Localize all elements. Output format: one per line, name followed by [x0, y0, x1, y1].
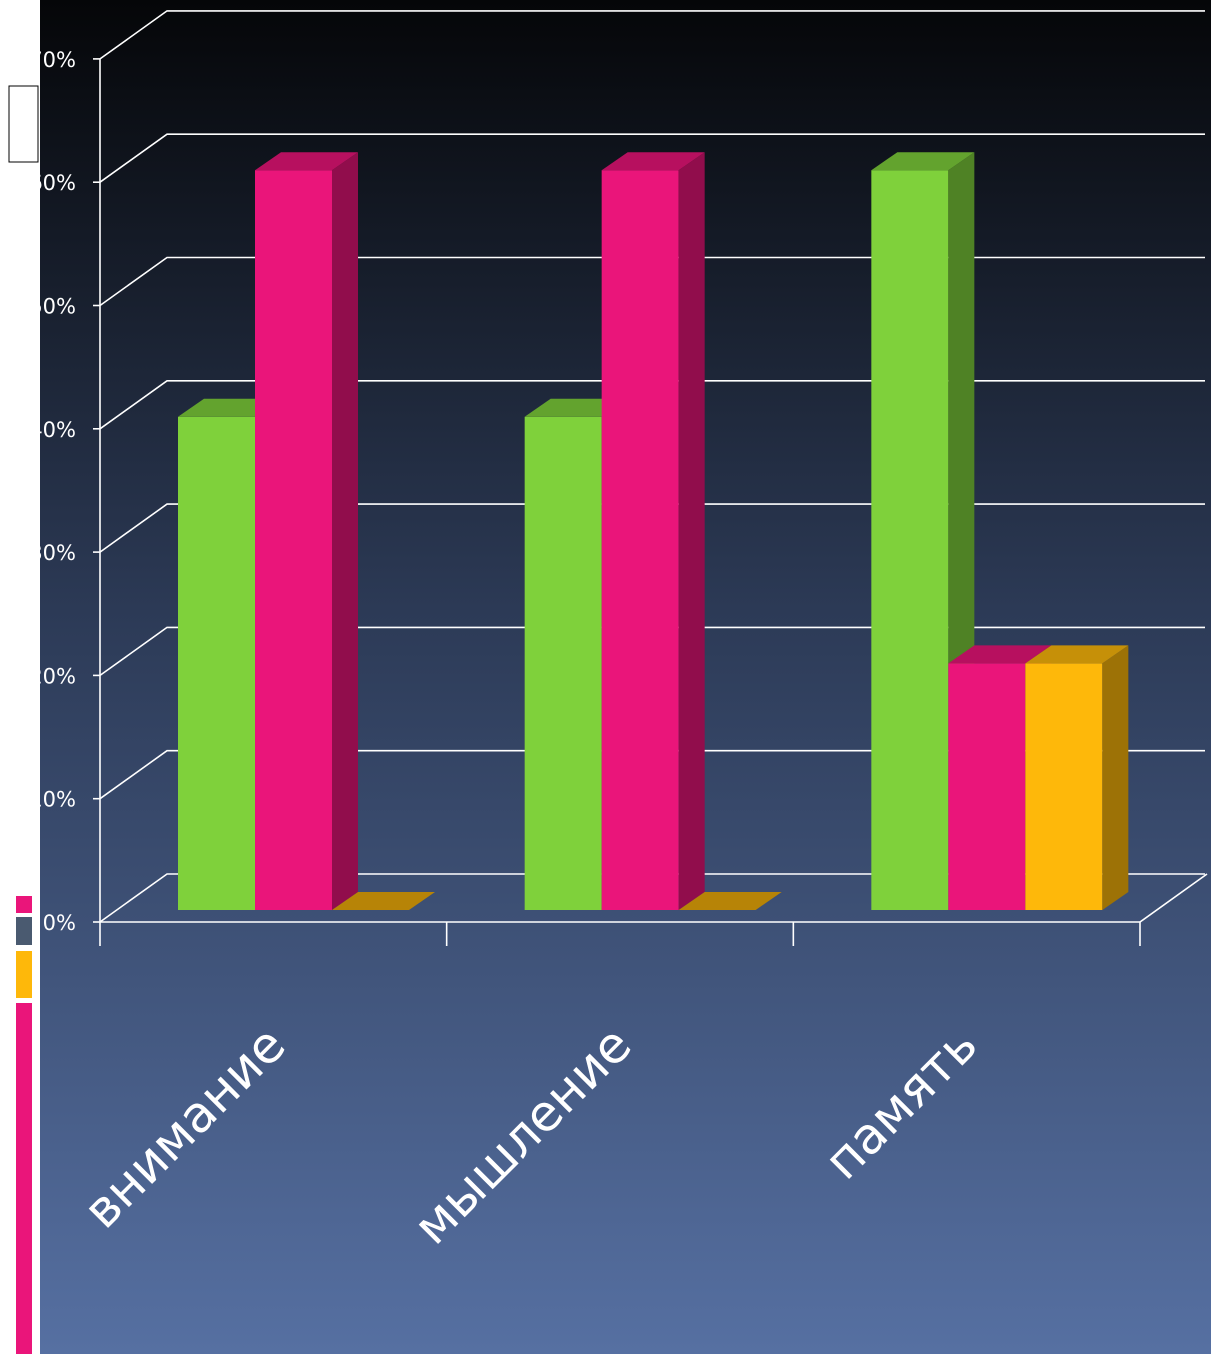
y-tick-label: 10% — [29, 788, 76, 812]
gridline — [99, 379, 1205, 430]
gridline — [99, 626, 1205, 677]
gridline — [99, 503, 1205, 553]
gridline — [99, 749, 1205, 800]
y-tick-label: 0% — [43, 911, 76, 935]
gridlines — [99, 10, 1205, 923]
bar — [332, 892, 435, 910]
bar — [678, 892, 782, 910]
axes — [93, 58, 1208, 946]
gridline — [99, 133, 1205, 183]
y-tick-label: 50% — [29, 295, 76, 319]
bar — [1025, 645, 1129, 910]
y-tick-label: 40% — [29, 418, 76, 442]
accent-block-slate — [16, 917, 32, 945]
accent-block-yellow — [16, 951, 32, 998]
barcode-decoration — [8, 85, 39, 163]
y-tick-label: 30% — [29, 541, 76, 565]
accent-block-pink — [16, 896, 32, 913]
accent-stripe-pink — [16, 1003, 32, 1354]
y-axis-tick-labels: 0% 10% 20% 30% 40% 50% 60% 70% — [29, 48, 76, 935]
gridline — [99, 873, 1205, 923]
floor-edge — [1139, 873, 1208, 923]
y-tick-label: 70% — [29, 48, 76, 72]
gridline — [99, 10, 1205, 60]
y-tick-label: 60% — [29, 171, 76, 195]
bar — [601, 152, 705, 910]
y-tick-label: 20% — [29, 664, 76, 688]
bars — [178, 152, 1129, 910]
bar — [255, 152, 358, 910]
gridline — [99, 256, 1205, 307]
bar — [871, 152, 975, 910]
